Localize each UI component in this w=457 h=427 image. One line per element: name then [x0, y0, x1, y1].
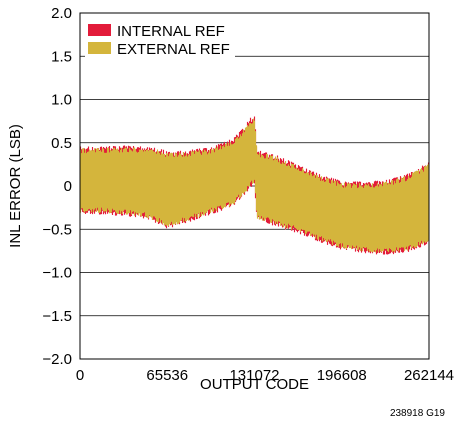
y-tick-label: −0.5 — [42, 221, 72, 238]
x-tick-label: 262144 — [404, 367, 454, 384]
legend-label-external-ref: EXTERNAL REF — [117, 41, 230, 58]
plot-frame — [79, 12, 430, 360]
y-tick-label: −2.0 — [42, 351, 72, 368]
y-axis-label: INL ERROR (LSB) — [7, 124, 24, 248]
y-tick-label: −1.5 — [42, 308, 72, 325]
x-axis-label: OUTPUT CODE — [200, 376, 309, 393]
legend-swatch-internal-ref — [88, 24, 111, 36]
legend-swatch-external-ref — [88, 42, 111, 54]
series-layer — [79, 116, 430, 255]
x-tick-label: 65536 — [146, 367, 188, 384]
x-tick-label: 196608 — [317, 367, 367, 384]
y-tick-label: 0 — [64, 178, 72, 195]
y-tick-label: 0.5 — [51, 135, 72, 152]
legend-label-internal-ref: INTERNAL REF — [117, 23, 225, 40]
tick-labels: 2.01.51.00.50−0.5−1.0−1.5−2.00 65536 13107… — [42, 5, 454, 384]
y-tick-label: −1.0 — [42, 265, 72, 282]
y-tick-label: 1.0 — [51, 92, 72, 109]
y-tick-label: 1.5 — [51, 48, 72, 65]
x-tick-label: 0 — [76, 367, 84, 384]
y-tick-label: 2.0 — [51, 5, 72, 22]
figure-id: 238918 G19 — [390, 408, 445, 419]
x-tick-label: 131072 — [229, 367, 279, 384]
legend: INTERNAL REF EXTERNAL REF — [85, 18, 235, 60]
